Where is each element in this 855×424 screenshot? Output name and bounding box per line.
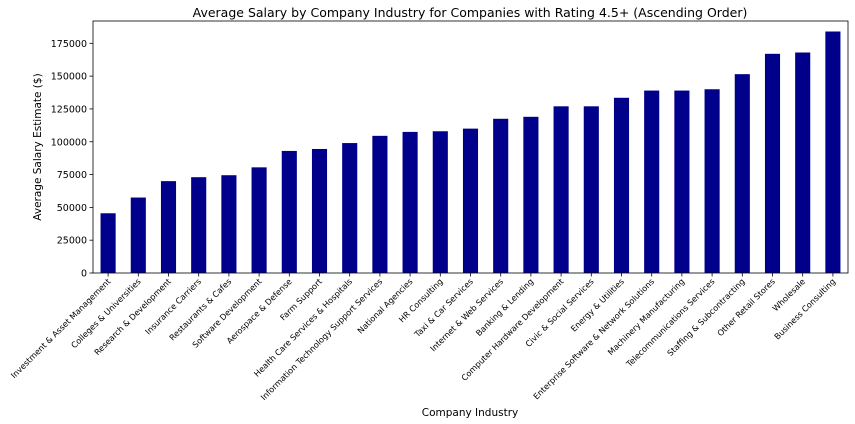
bar-5 — [251, 167, 267, 273]
bar-8 — [342, 143, 358, 273]
bar-24 — [825, 31, 841, 273]
bar-11 — [432, 131, 448, 273]
bar-14 — [523, 116, 539, 273]
y-tick-label-2: 50000 — [57, 203, 87, 214]
chart-title: Average Salary by Company Industry for C… — [193, 5, 748, 20]
y-axis-label: Average Salary Estimate ($) — [32, 73, 44, 220]
bar-1 — [130, 197, 146, 273]
x-tick-label-3: Insurance Carriers — [143, 276, 203, 336]
bar-4 — [221, 175, 237, 273]
bar-19 — [674, 90, 690, 273]
bar-0 — [100, 213, 116, 273]
bar-17 — [613, 97, 630, 273]
x-tick-label-22: Other Retail Stores — [715, 276, 777, 338]
bars-group — [100, 31, 841, 273]
bar-22 — [764, 53, 781, 273]
y-tick-label-5: 125000 — [51, 104, 87, 115]
bar-7 — [311, 148, 328, 273]
bar-3 — [191, 177, 207, 273]
x-axis-label: Company Industry — [422, 407, 518, 419]
y-tick-label-3: 75000 — [57, 170, 87, 181]
y-axis: 0 25000 50000 75000 100000 125000 150000 175000 — [51, 39, 93, 280]
bar-20 — [704, 89, 720, 273]
x-tick-label-24: Business Consulting — [772, 276, 837, 341]
y-tick-label-6: 150000 — [51, 72, 87, 83]
y-tick-label-4: 100000 — [51, 137, 87, 148]
bar-21 — [734, 74, 750, 273]
bar-13 — [493, 118, 509, 273]
bar-23 — [795, 52, 811, 273]
bar-10 — [402, 131, 418, 273]
y-tick-label-0: 0 — [81, 269, 87, 280]
plot-frame — [92, 20, 849, 274]
bar-6 — [281, 150, 297, 273]
bar-18 — [644, 90, 660, 273]
bar-9 — [372, 135, 388, 273]
bar-12 — [462, 128, 479, 273]
y-tick-label-7: 175000 — [51, 39, 87, 50]
bar-2 — [160, 181, 177, 273]
y-tick-label-1: 25000 — [57, 236, 87, 247]
bar-15 — [553, 106, 569, 273]
bar-16 — [583, 106, 599, 273]
x-tick-label-14: Banking & Lending — [474, 276, 536, 338]
x-tick-label-10: National Agencies — [355, 276, 414, 335]
x-tick-label-17: Energy & Utilities — [569, 276, 626, 333]
